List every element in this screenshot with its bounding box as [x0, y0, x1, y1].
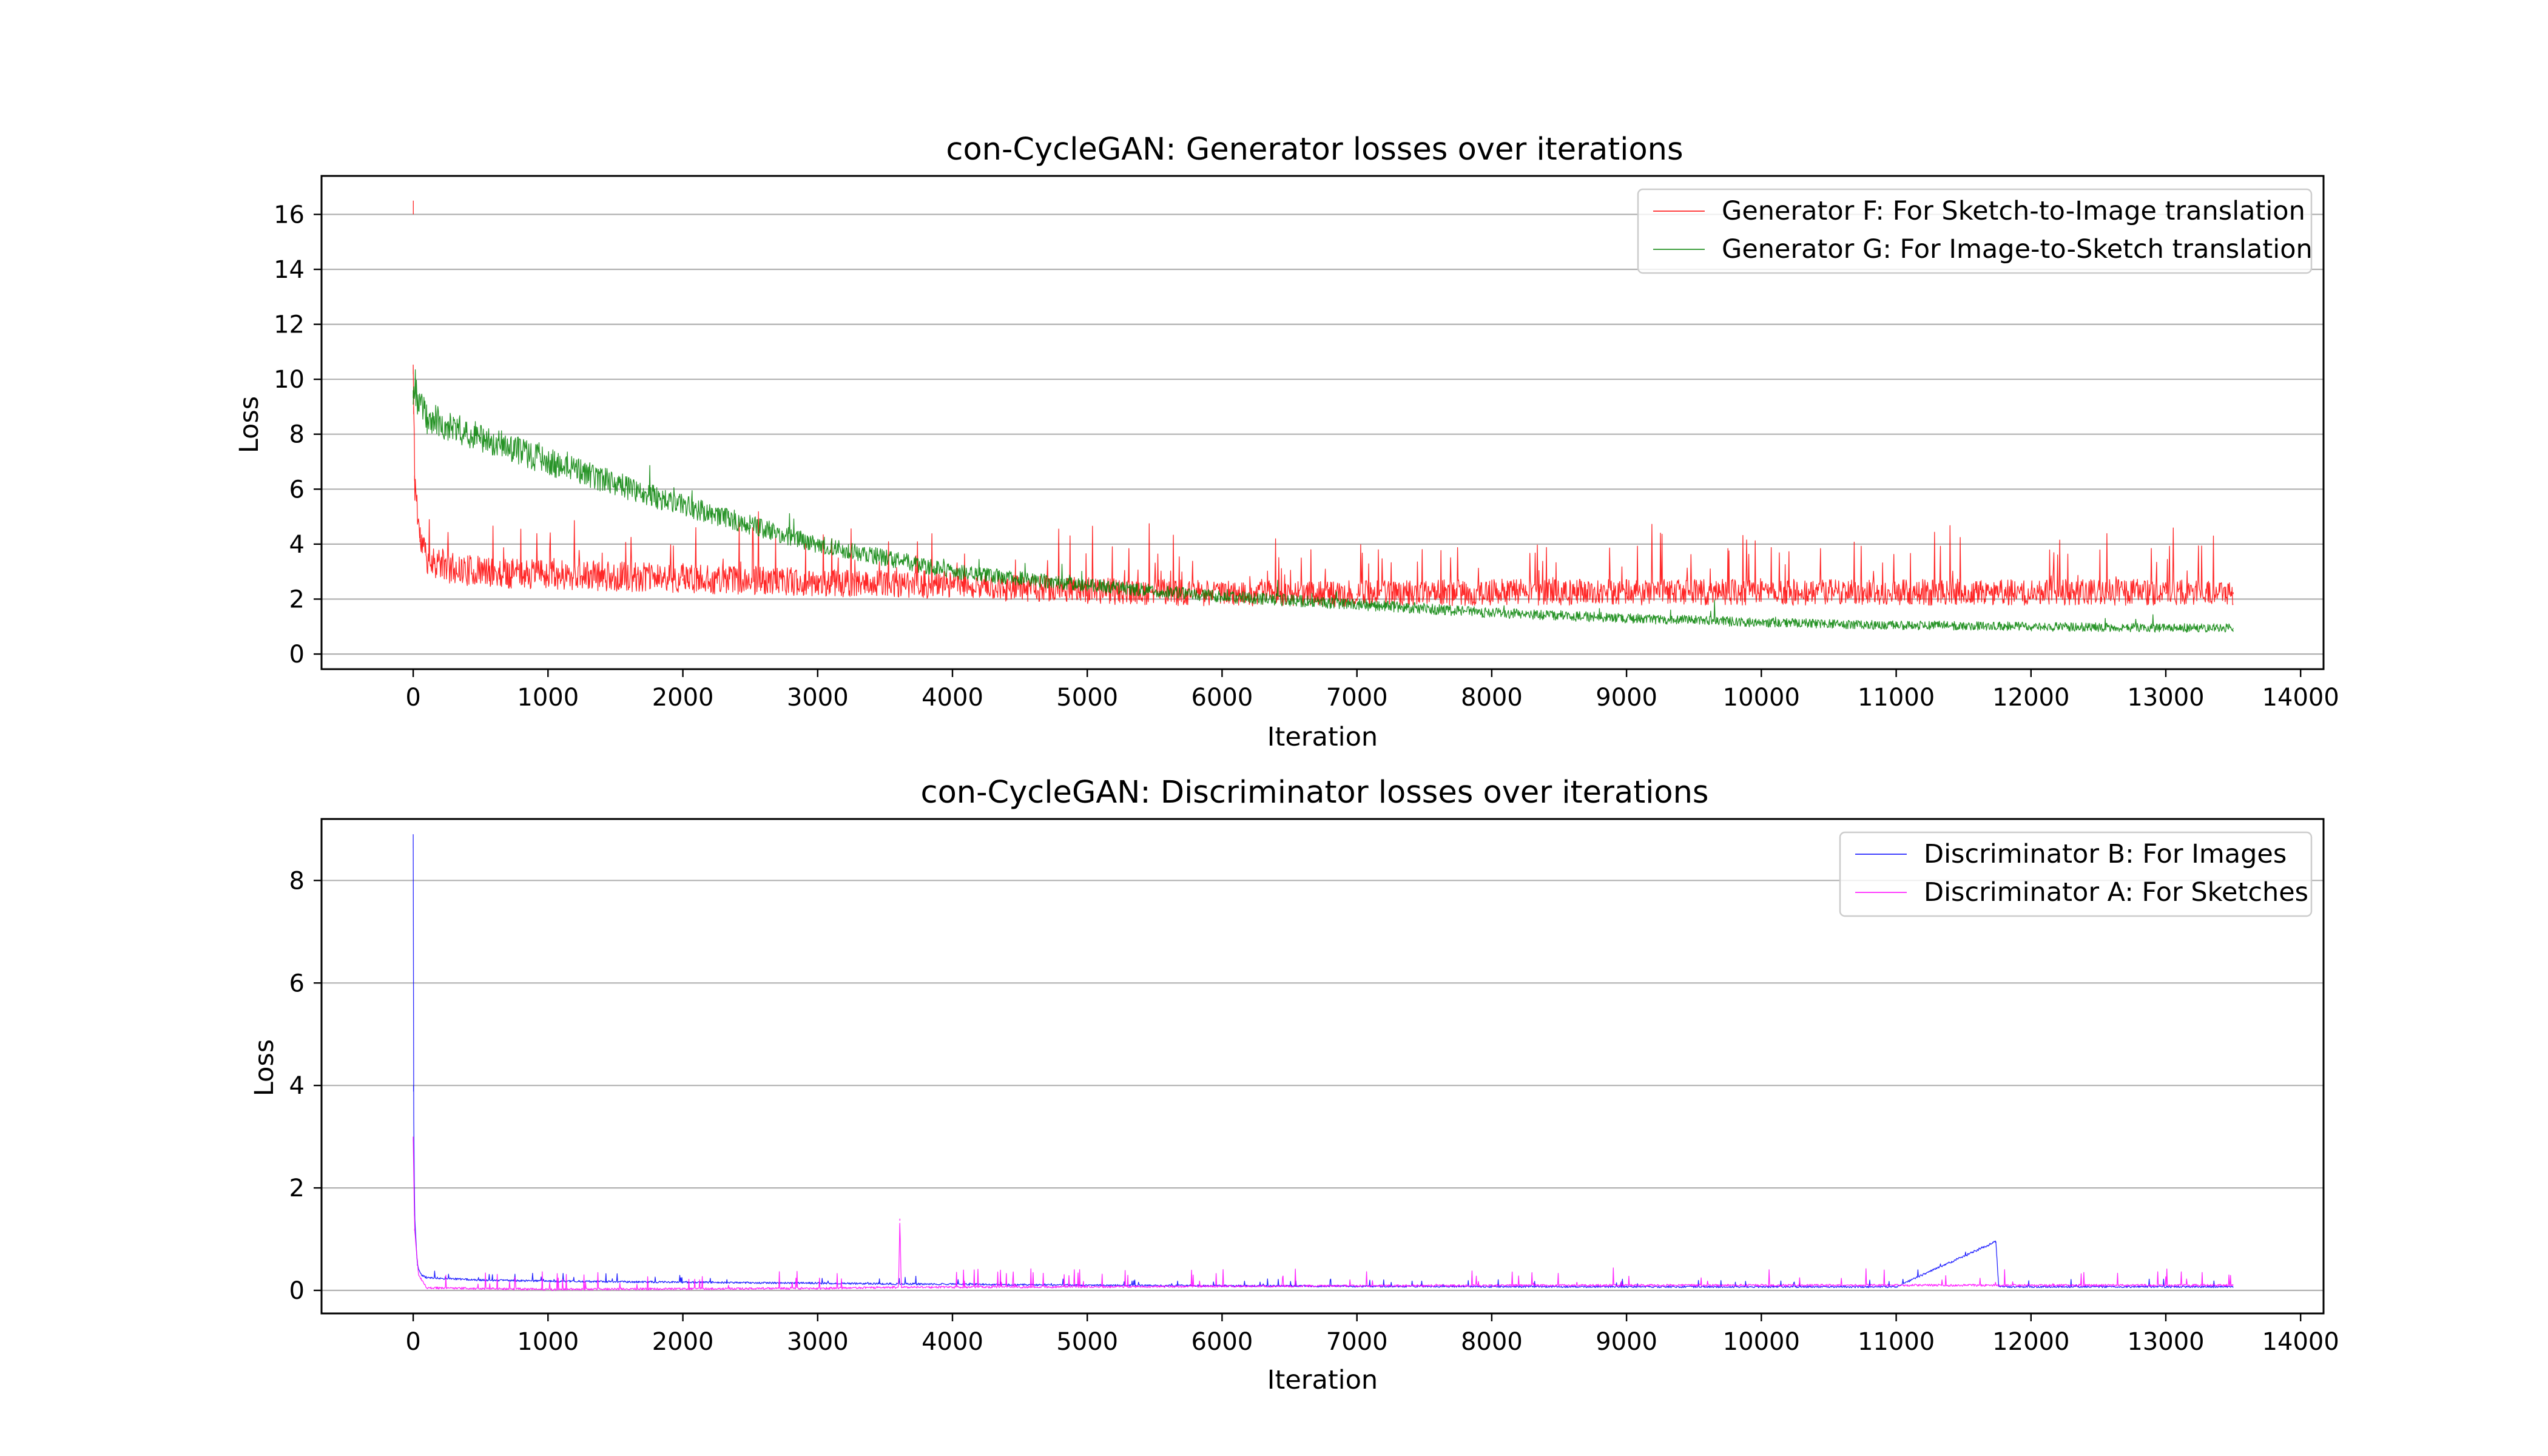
generator-loss-chart: con-CycleGAN: Generator losses over iter…: [234, 132, 2339, 752]
legend-box: [1839, 831, 2313, 917]
x-tick-label-12000: 12000: [1992, 684, 2069, 712]
legend: Discriminator B: For Images Discriminato…: [1839, 831, 2313, 917]
axis-ticks: 0 2 4 6 8 0 1000 2000 3000 4000 5000 6000 7000 8000 90…: [289, 867, 2339, 1356]
x-tick-label-12000: 12000: [1992, 1328, 2069, 1356]
legend-label-discriminator-b: Discriminator B: For Images: [1924, 839, 2287, 869]
x-tick-label-8000: 8000: [1461, 684, 1523, 712]
y-tick-label-6: 6: [289, 476, 305, 504]
x-tick-label-0: 0: [405, 684, 420, 712]
series-lines: [413, 200, 2234, 633]
plot-frame: [320, 818, 2325, 1315]
y-tick-label-0: 0: [289, 1277, 305, 1305]
chart-title: con-CycleGAN: Generator losses over iter…: [946, 132, 1683, 167]
series-line-generator-g: [413, 369, 2234, 633]
x-tick-label-9000: 9000: [1596, 684, 1657, 712]
series-line-generator-f: [413, 200, 2234, 607]
x-tick-label-1000: 1000: [517, 1328, 579, 1356]
x-tick-label-2000: 2000: [652, 1328, 714, 1356]
y-axis-label: Loss: [234, 396, 265, 453]
y-tick-label-8: 8: [289, 867, 305, 895]
x-tick-label-6000: 6000: [1191, 1328, 1253, 1356]
y-tick-label-8: 8: [289, 421, 305, 449]
x-tick-label-0: 0: [405, 1328, 420, 1356]
y-tick-label-16: 16: [274, 201, 305, 229]
x-tick-label-1000: 1000: [517, 684, 579, 712]
x-tick-label-11000: 11000: [1858, 1328, 1935, 1356]
legend-label-generator-f: Generator F: For Sketch-to-Image transla…: [1722, 196, 2305, 226]
y-tick-label-6: 6: [289, 969, 305, 997]
x-tick-label-2000: 2000: [652, 684, 714, 712]
axis-ticks: 0 2 4 6 8 10 12 14 16 0 1000 2000 3000 4000 5000 6000 70…: [274, 201, 2339, 712]
legend-label-discriminator-a: Discriminator A: For Sketches: [1924, 877, 2308, 908]
y-tick-label-10: 10: [274, 366, 305, 394]
y-axis-label: Loss: [249, 1039, 280, 1096]
x-tick-label-4000: 4000: [922, 1328, 983, 1356]
y-tick-label-4: 4: [289, 1072, 305, 1100]
x-tick-label-7000: 7000: [1326, 684, 1388, 712]
y-tick-label-14: 14: [274, 256, 305, 284]
x-tick-label-13000: 13000: [2127, 684, 2204, 712]
x-tick-label-13000: 13000: [2127, 1328, 2204, 1356]
x-tick-label-3000: 3000: [787, 684, 849, 712]
y-tick-label-12: 12: [274, 311, 305, 339]
x-tick-label-5000: 5000: [1056, 1328, 1118, 1356]
x-tick-label-10000: 10000: [1723, 1328, 1800, 1356]
x-tick-label-11000: 11000: [1858, 684, 1935, 712]
series-line-discriminator-a: [413, 1136, 2234, 1291]
legend-label-generator-g: Generator G: For Image-to-Sketch transla…: [1722, 234, 2313, 265]
x-axis-label: Iteration: [1267, 722, 1378, 752]
discriminator-loss-chart: con-CycleGAN: Discriminator losses over …: [249, 775, 2339, 1395]
chart-title: con-CycleGAN: Discriminator losses over …: [921, 775, 1709, 811]
x-tick-label-14000: 14000: [2262, 684, 2339, 712]
x-tick-label-8000: 8000: [1461, 1328, 1523, 1356]
x-tick-label-14000: 14000: [2262, 1328, 2339, 1356]
x-tick-label-6000: 6000: [1191, 684, 1253, 712]
x-tick-label-9000: 9000: [1596, 1328, 1657, 1356]
plot-frame: [320, 175, 2325, 670]
y-tick-label-0: 0: [289, 641, 305, 669]
y-tick-label-4: 4: [289, 531, 305, 559]
x-axis-label: Iteration: [1267, 1365, 1378, 1395]
x-tick-label-5000: 5000: [1056, 684, 1118, 712]
x-tick-label-4000: 4000: [922, 684, 983, 712]
legend-box: [1637, 188, 2313, 274]
x-tick-label-3000: 3000: [787, 1328, 849, 1356]
series-lines: [413, 834, 2234, 1291]
y-tick-label-2: 2: [289, 1175, 305, 1202]
x-tick-label-10000: 10000: [1723, 684, 1800, 712]
y-tick-label-2: 2: [289, 586, 305, 614]
legend: Generator F: For Sketch-to-Image transla…: [1637, 188, 2313, 274]
x-tick-label-7000: 7000: [1326, 1328, 1388, 1356]
